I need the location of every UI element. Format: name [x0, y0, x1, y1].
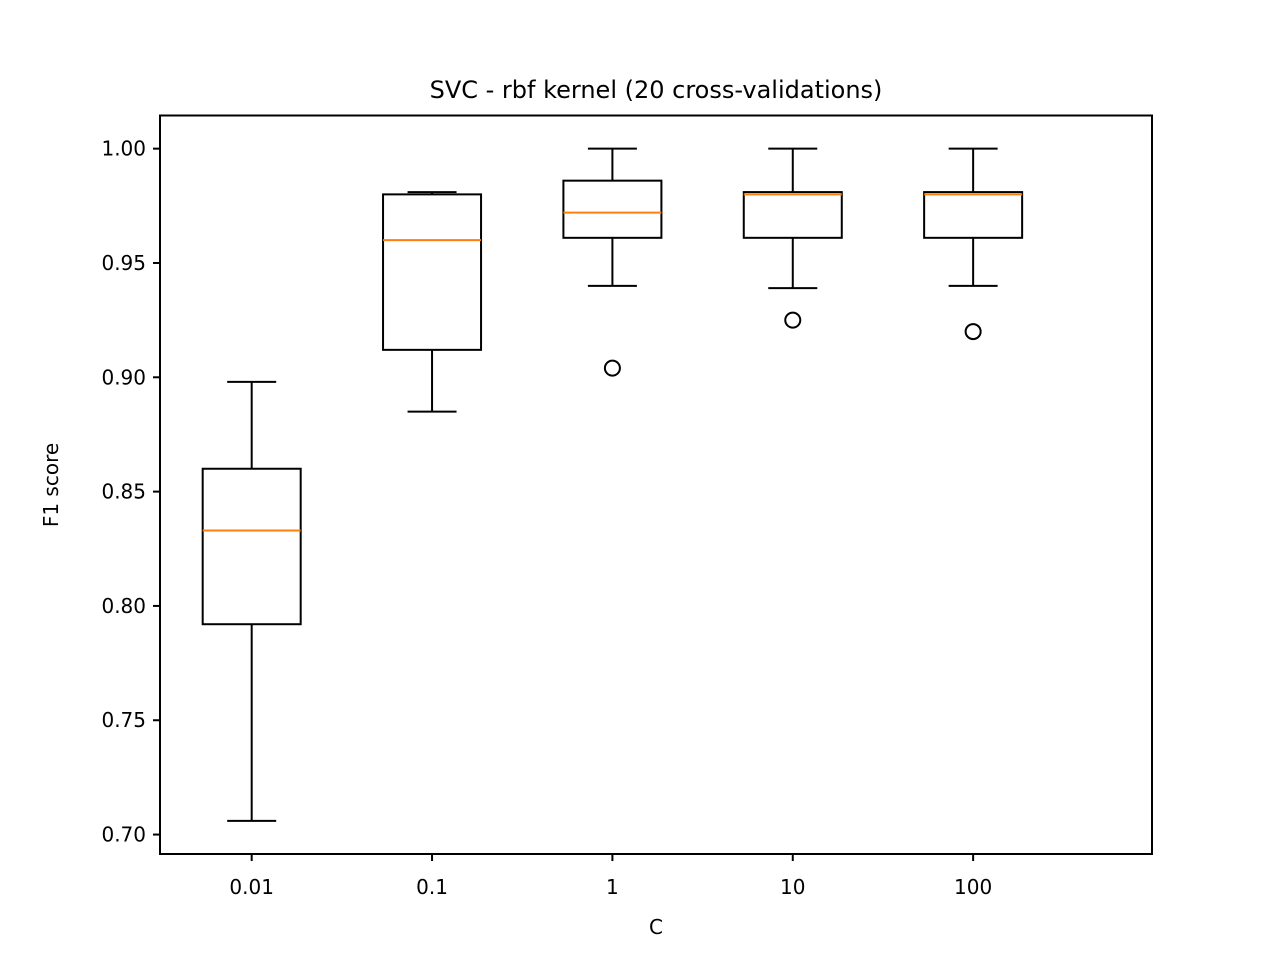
plot-area-frame [159, 114, 1153, 855]
x-tick-label: 10 [780, 875, 805, 899]
y-axis-label: F1 score [39, 443, 63, 527]
box-1 [562, 147, 663, 377]
box-100 [923, 147, 1024, 341]
box-series [201, 147, 1024, 822]
y-tick-label: 0.80 [101, 594, 146, 618]
x-axis-label: C [649, 915, 663, 939]
iqr-box [923, 191, 1024, 239]
x-tick-label: 0.01 [229, 875, 274, 899]
y-tick-label: 0.95 [101, 251, 146, 275]
box-0.1 [382, 191, 483, 413]
box-10 [742, 147, 843, 329]
y-tick-label: 0.85 [101, 480, 146, 504]
x-tick-label: 1 [606, 875, 619, 899]
y-tick-label: 0.70 [101, 823, 146, 847]
chart-title: SVC - rbf kernel (20 cross-validations) [430, 76, 883, 104]
x-tick-label: 100 [954, 875, 992, 899]
box-0.01 [201, 380, 302, 822]
y-tick-label: 0.75 [101, 708, 146, 732]
iqr-box [382, 193, 483, 351]
x-axis: 0.01 0.1 1 10 100 [229, 854, 992, 899]
y-tick-label: 0.90 [101, 365, 146, 389]
iqr-box [201, 467, 302, 626]
y-tick-label: 1.00 [101, 137, 146, 161]
y-axis: 0.70 0.75 0.80 0.85 0.90 0.95 1.00 [101, 137, 160, 847]
outlier-point [964, 323, 982, 341]
iqr-box [562, 179, 663, 239]
iqr-box [742, 191, 843, 239]
outlier-point [603, 359, 621, 377]
outlier-point [784, 311, 802, 329]
x-tick-label: 0.1 [416, 875, 448, 899]
